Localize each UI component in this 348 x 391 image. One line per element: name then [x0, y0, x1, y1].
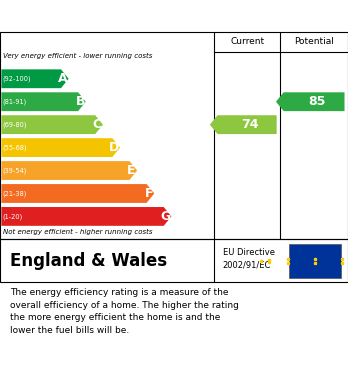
Text: (92-100): (92-100) [3, 75, 31, 82]
Polygon shape [1, 161, 137, 180]
Polygon shape [1, 92, 86, 111]
Text: G: G [161, 210, 171, 223]
Text: Not energy efficient - higher running costs: Not energy efficient - higher running co… [3, 229, 153, 235]
Bar [289, 244, 341, 278]
Text: 85: 85 [308, 95, 325, 108]
Text: F: F [144, 187, 153, 200]
Text: 74: 74 [241, 118, 259, 131]
Text: Current: Current [230, 38, 264, 47]
Polygon shape [276, 92, 345, 111]
Text: EU Directive
2002/91/EC: EU Directive 2002/91/EC [223, 248, 275, 269]
Text: (69-80): (69-80) [3, 121, 27, 128]
Text: Very energy efficient - lower running costs: Very energy efficient - lower running co… [3, 53, 153, 59]
Text: Potential: Potential [294, 38, 334, 47]
Text: D: D [109, 141, 120, 154]
Text: E: E [127, 164, 136, 177]
Text: (21-38): (21-38) [3, 190, 27, 197]
Text: (81-91): (81-91) [3, 99, 27, 105]
Text: England & Wales: England & Wales [10, 252, 168, 270]
Polygon shape [1, 138, 120, 157]
Text: (55-68): (55-68) [3, 144, 27, 151]
Text: C: C [93, 118, 102, 131]
Text: Energy Efficiency Rating: Energy Efficiency Rating [10, 9, 220, 23]
Text: (39-54): (39-54) [3, 167, 27, 174]
Polygon shape [1, 184, 154, 203]
Text: B: B [76, 95, 85, 108]
Text: (1-20): (1-20) [3, 213, 23, 220]
Polygon shape [1, 69, 69, 88]
Text: The energy efficiency rating is a measure of the
overall efficiency of a home. T: The energy efficiency rating is a measur… [10, 288, 239, 335]
Polygon shape [1, 207, 171, 226]
Polygon shape [1, 115, 103, 134]
Polygon shape [210, 115, 277, 134]
Text: A: A [58, 72, 68, 85]
